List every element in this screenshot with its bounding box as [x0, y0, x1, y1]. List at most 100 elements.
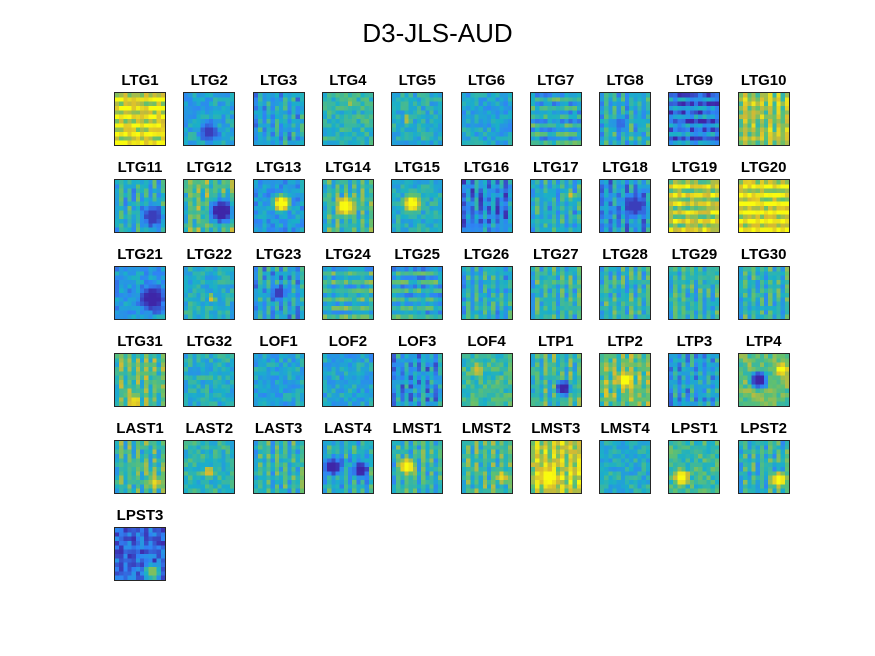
- heatmap-image: [114, 92, 166, 146]
- heatmap-image: [391, 440, 444, 494]
- heatmap-image: [183, 353, 236, 407]
- panel-title: LTG18: [602, 159, 648, 176]
- heatmap-image: [460, 353, 513, 407]
- panel-title: LTG9: [675, 72, 713, 89]
- panel-title: LTP2: [607, 333, 643, 350]
- heatmap-image: [114, 266, 166, 320]
- panel-title: LMST4: [600, 420, 650, 437]
- heatmap-image: [183, 266, 236, 320]
- heatmap-image: [183, 440, 236, 494]
- heatmap-image: [599, 266, 652, 320]
- panel-title: LTG2: [190, 72, 228, 89]
- panel-title: LOF3: [398, 333, 437, 350]
- panel-title: LTG5: [398, 72, 436, 89]
- heatmap-image: [668, 92, 721, 146]
- panel-title: LTG30: [740, 246, 787, 263]
- panel-title: LTG15: [394, 159, 440, 176]
- heatmap-image: [321, 266, 374, 320]
- heatmap-image: [668, 440, 721, 494]
- panel-title: LPST2: [740, 420, 788, 437]
- panel-title: LPST1: [671, 420, 718, 437]
- heatmap-image: [252, 353, 305, 407]
- heatmap-image: [183, 92, 236, 146]
- panel-title: LTG29: [671, 246, 718, 263]
- panel-title: LTG22: [186, 246, 233, 263]
- panel-title: LAST1: [116, 420, 164, 437]
- panel-title: LTG14: [325, 159, 371, 176]
- heatmap-image: [114, 353, 166, 407]
- heatmap-image: [460, 92, 513, 146]
- panel-title: LTG28: [602, 246, 648, 263]
- heatmap-image: [183, 179, 236, 233]
- heatmap-image: [460, 266, 513, 320]
- panel-title: LOF2: [328, 333, 368, 350]
- heatmap-image: [668, 266, 721, 320]
- panel-title: LTG1: [121, 72, 159, 89]
- heatmap-image: [391, 179, 444, 233]
- panel-title: LTG19: [671, 159, 718, 176]
- panel-title: LTG16: [463, 159, 510, 176]
- heatmap-image: [321, 92, 374, 146]
- heatmap-image: [114, 179, 166, 233]
- panel-title: LTG31: [117, 333, 163, 350]
- panel-title: LMST3: [531, 420, 581, 437]
- heatmap-image: [252, 266, 305, 320]
- heatmap-image: [599, 353, 652, 407]
- panel-title: LTP1: [538, 333, 574, 350]
- panel-title: LTG10: [740, 72, 787, 89]
- panel-title: LTG24: [325, 246, 371, 263]
- panel-title: LTG4: [329, 72, 367, 89]
- heatmap-image: [737, 179, 790, 233]
- heatmap-image: [529, 440, 582, 494]
- heatmap-image: [252, 179, 305, 233]
- heatmap-image: [391, 353, 444, 407]
- panel-title: LTG8: [606, 72, 644, 89]
- panel-title: LTG25: [394, 246, 440, 263]
- panel-title: LTG32: [186, 333, 233, 350]
- panel-title: LMST1: [392, 420, 442, 437]
- panel-title: LTG26: [463, 246, 510, 263]
- panel-title: LTP4: [745, 333, 782, 350]
- panel-title: LTG13: [255, 159, 302, 176]
- panel-title: LTG21: [117, 246, 163, 263]
- heatmap-image: [529, 179, 582, 233]
- heatmap-image: [737, 353, 790, 407]
- heatmap-image: [599, 92, 652, 146]
- figure-title: D3-JLS-AUD: [362, 18, 513, 48]
- heatmap-image: [460, 440, 513, 494]
- panel-title: LAST4: [324, 420, 372, 437]
- panel-title: LOF1: [259, 333, 298, 350]
- panel-title: LTG17: [533, 159, 579, 176]
- panel-title: LTG3: [259, 72, 298, 89]
- heatmap-image: [114, 440, 166, 494]
- heatmap-image: [252, 440, 305, 494]
- heatmap-image: [529, 266, 582, 320]
- heatmap-image: [321, 440, 374, 494]
- panel-title: LTG11: [117, 159, 163, 176]
- heatmap-image: [114, 527, 166, 581]
- heatmap-image: [529, 92, 582, 146]
- heatmap-image: [529, 353, 582, 407]
- panel-title: LTP3: [676, 333, 713, 350]
- panel-title: LOF4: [467, 333, 506, 350]
- panel-title: LPST3: [116, 507, 164, 524]
- heatmap-image: [391, 92, 444, 146]
- panel-title: LTG6: [467, 72, 506, 89]
- panel-title: LAST2: [185, 420, 234, 437]
- heatmap-image: [391, 266, 444, 320]
- heatmap-image: [737, 92, 790, 146]
- heatmap-image: [321, 353, 374, 407]
- panel-title: LTG12: [186, 159, 233, 176]
- heatmap-image: [668, 179, 721, 233]
- panel-title: LAST3: [254, 420, 303, 437]
- heatmap-image: [252, 92, 305, 146]
- panel-title: LTG20: [740, 159, 787, 176]
- heatmap-image: [737, 440, 790, 494]
- panel-title: LTG27: [533, 246, 579, 263]
- heatmap-image: [737, 266, 790, 320]
- panel-title: LTG7: [537, 72, 575, 89]
- heatmap-image: [599, 179, 652, 233]
- heatmap-image: [321, 179, 374, 233]
- panel-title: LTG23: [255, 246, 302, 263]
- heatmap-image: [460, 179, 513, 233]
